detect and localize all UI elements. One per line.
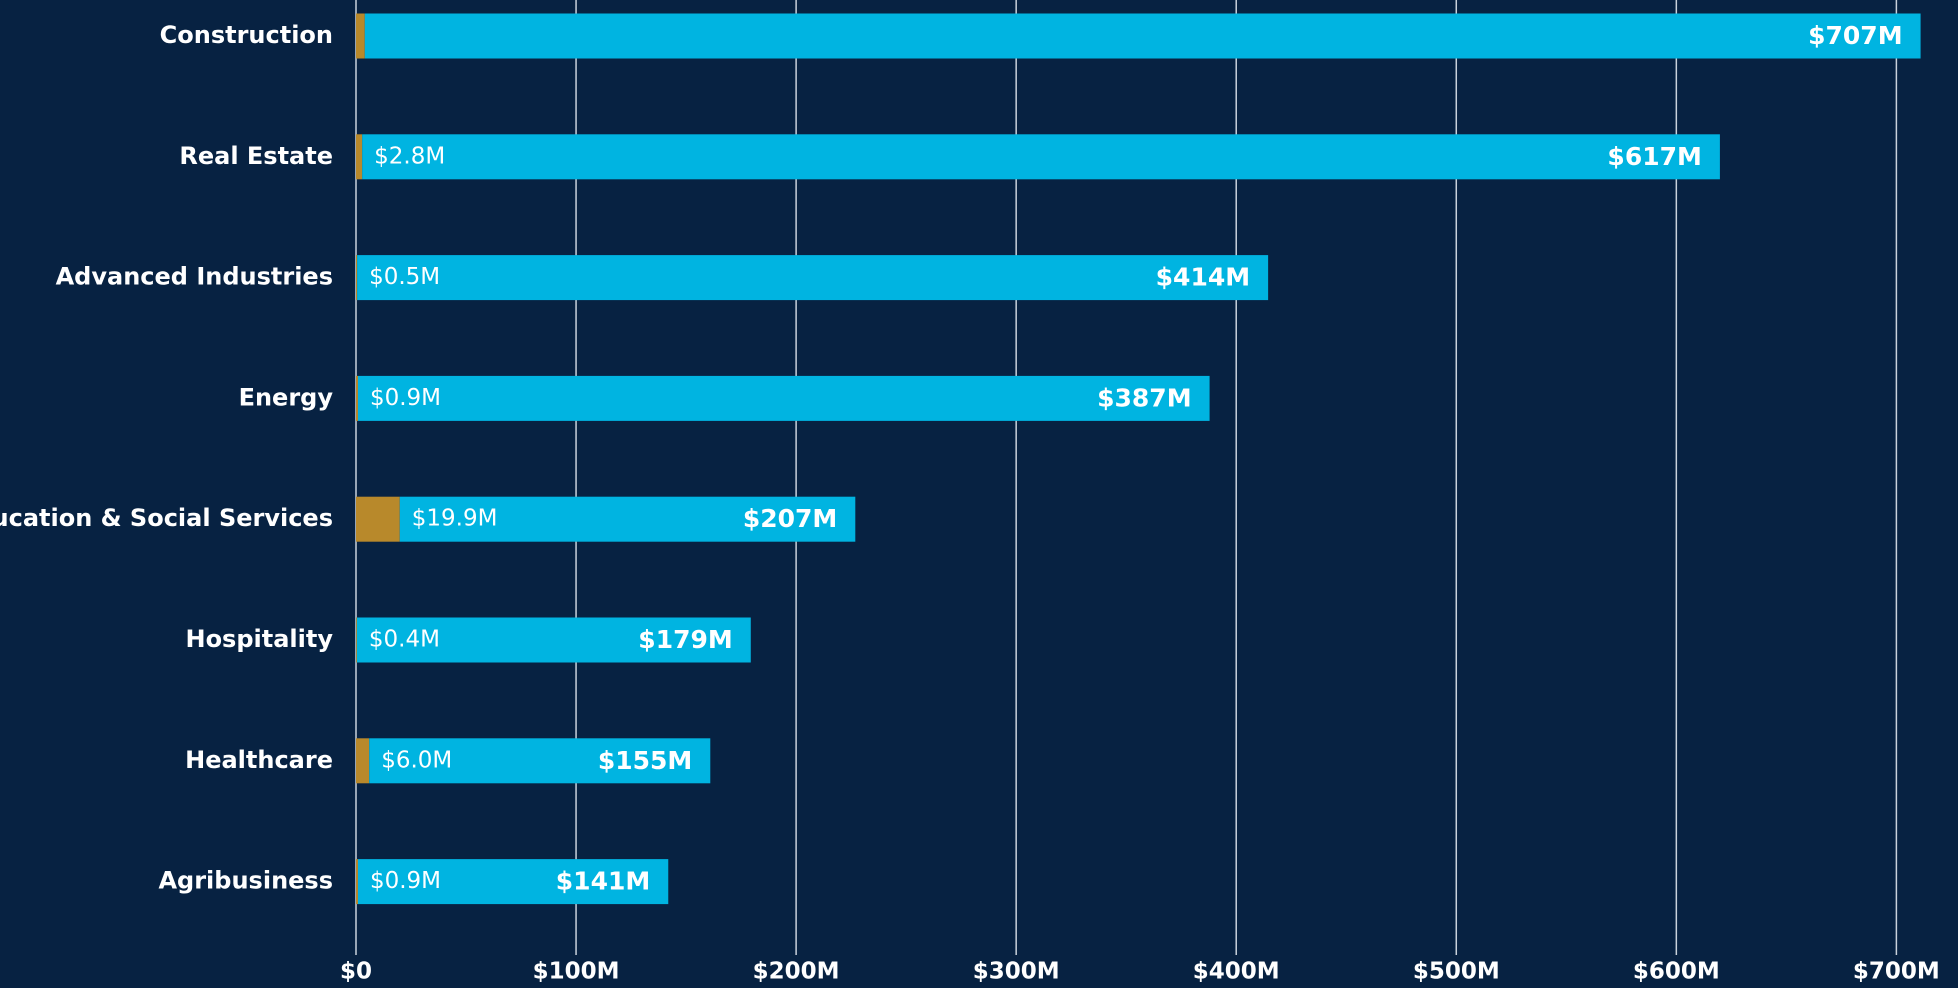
bar-segment xyxy=(356,617,751,663)
total-label: $707M xyxy=(1808,21,1902,50)
segment-label: $0.9M xyxy=(370,868,441,894)
total-label: $141M xyxy=(556,867,650,896)
bar-segment xyxy=(357,375,1210,421)
x-tick-label: $200M xyxy=(753,959,840,985)
bar-segment xyxy=(357,255,1269,301)
total-label: $155M xyxy=(598,746,692,775)
bar-segment xyxy=(369,738,711,784)
x-tick-label: $400M xyxy=(1193,959,1280,985)
category-label: Construction xyxy=(160,21,333,49)
category-label: Healthcare xyxy=(185,746,333,774)
bar-segment xyxy=(357,859,669,905)
category-label: Education & Social Services xyxy=(0,504,333,532)
category-label: Advanced Industries xyxy=(56,263,333,291)
segment-label: $0.5M xyxy=(369,264,440,290)
segment-label: $0.9M xyxy=(370,385,441,411)
x-tick-label: $300M xyxy=(973,959,1060,985)
category-label: Energy xyxy=(239,383,334,411)
bar-segment xyxy=(399,496,856,542)
segment-label: $6.0M xyxy=(381,747,452,773)
category-label: Hospitality xyxy=(185,625,333,653)
segment-label: $2.8M xyxy=(374,143,445,169)
total-label: $414M xyxy=(1156,263,1250,292)
bar-segment xyxy=(356,255,358,301)
x-tick-label: $600M xyxy=(1633,959,1720,985)
x-tick-label: $100M xyxy=(533,959,620,985)
segment-label: $19.9M xyxy=(412,506,498,532)
total-label: $617M xyxy=(1607,142,1701,171)
total-label: $387M xyxy=(1097,383,1191,412)
bar-segment xyxy=(356,617,357,663)
bar-segment xyxy=(356,738,370,784)
x-tick-label: $700M xyxy=(1853,959,1940,985)
total-label: $207M xyxy=(743,504,837,533)
bar-segment xyxy=(356,375,358,421)
segment-label: $0.4M xyxy=(369,627,440,653)
total-label: $179M xyxy=(638,625,732,654)
bar-segment xyxy=(356,859,358,905)
category-label: Agribusiness xyxy=(158,867,333,895)
bar-segment xyxy=(356,13,365,59)
x-tick-label: $0 xyxy=(340,959,372,985)
x-tick-label: $500M xyxy=(1413,959,1500,985)
bar-segment xyxy=(364,13,1921,59)
bar-segment xyxy=(356,134,363,180)
bar-segment xyxy=(356,496,400,542)
category-label: Real Estate xyxy=(179,142,333,170)
bar-segment xyxy=(362,134,1720,180)
